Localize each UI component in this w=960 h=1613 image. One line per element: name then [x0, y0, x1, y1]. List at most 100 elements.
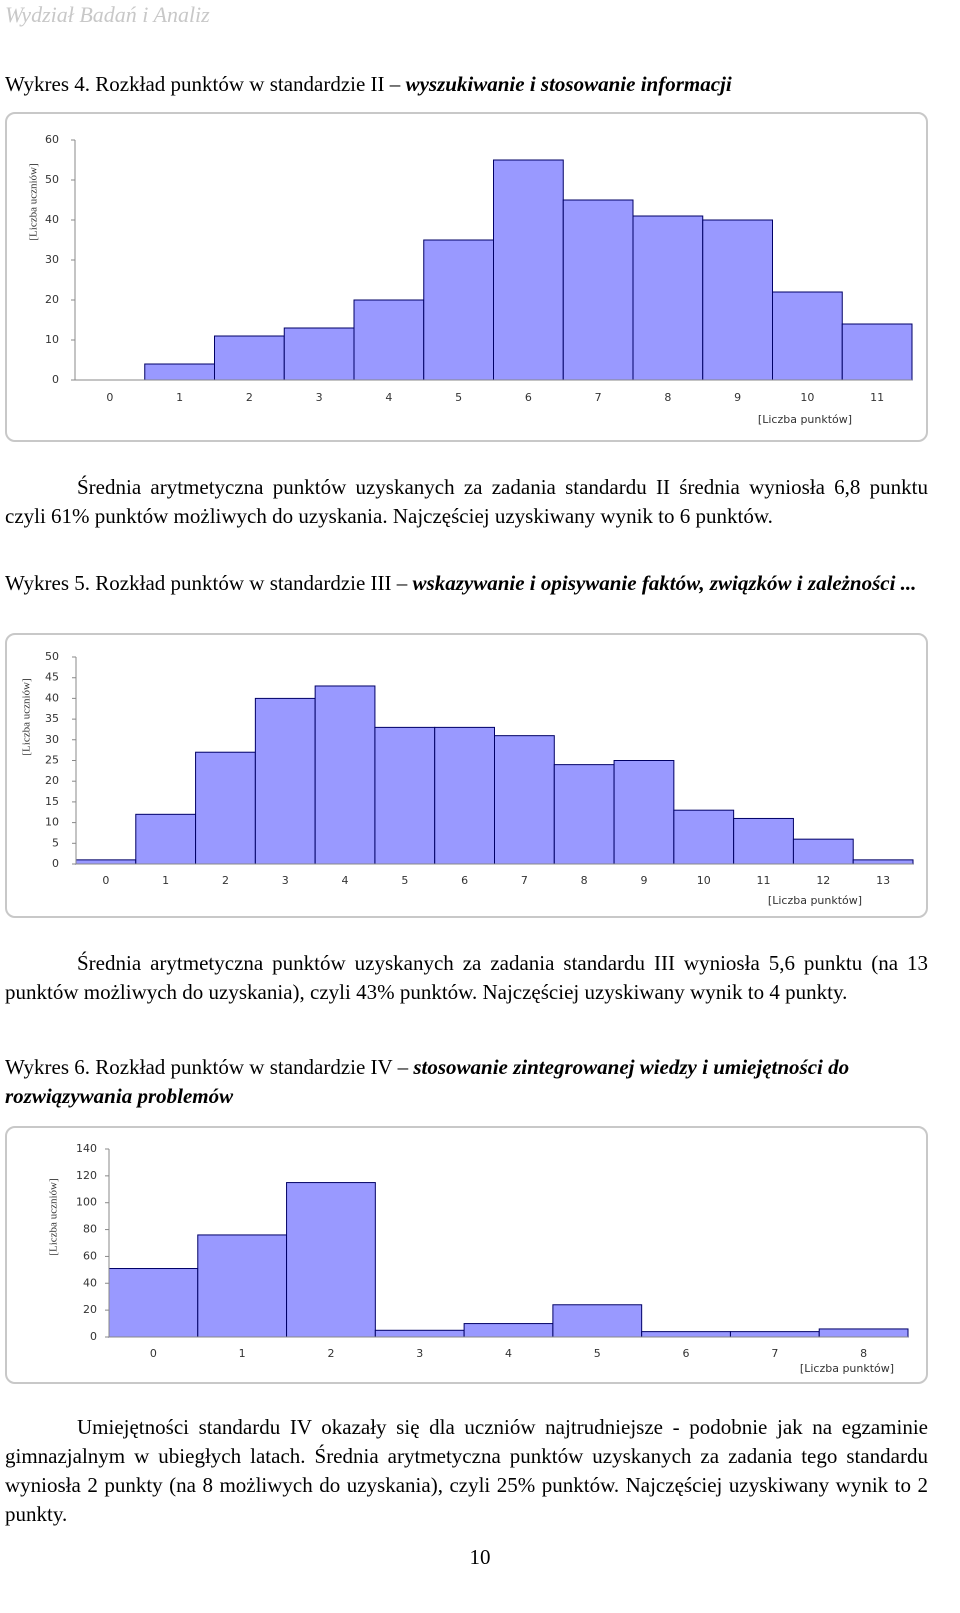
- y-tick-label: 80: [83, 1223, 97, 1236]
- y-tick-label: 40: [45, 691, 59, 704]
- bar: [135, 813, 197, 865]
- y-tick-label: 15: [45, 795, 59, 808]
- x-axis-label: [Liczba punktów]: [758, 413, 852, 426]
- bar: [493, 159, 564, 381]
- x-axis-label: [Liczba punktów]: [768, 894, 862, 907]
- x-tick-label: 11: [870, 391, 884, 404]
- bar: [852, 859, 914, 865]
- x-tick-label: 8: [860, 1347, 867, 1360]
- y-tick-label: 140: [76, 1142, 97, 1155]
- y-tick-label: 35: [45, 712, 59, 725]
- x-tick-label: 10: [697, 874, 711, 887]
- x-tick-label: 2: [246, 391, 253, 404]
- bar: [792, 838, 854, 865]
- y-tick-label: 0: [52, 373, 59, 386]
- bar: [214, 335, 285, 381]
- paragraph: Średnia arytmetyczna punktów uzyskanych …: [5, 951, 928, 1004]
- x-tick-label: 4: [505, 1347, 512, 1360]
- paragraph: Umiejętności standardu IV okazały się dl…: [5, 1415, 928, 1526]
- caption-italic: wyszukiwanie i stosowanie informacji: [405, 72, 732, 96]
- x-tick-label: 10: [800, 391, 814, 404]
- bar: [729, 1331, 820, 1338]
- x-tick-label: 1: [162, 874, 169, 887]
- header-title: Wydział Badań i Analiz: [5, 2, 210, 27]
- x-tick-label: 3: [416, 1347, 423, 1360]
- bar: [702, 219, 773, 381]
- bar: [254, 697, 316, 865]
- x-tick-label: 4: [342, 874, 349, 887]
- x-tick-label: 6: [525, 391, 532, 404]
- bar: [553, 764, 615, 865]
- bar: [195, 751, 256, 865]
- x-tick-label: 4: [385, 391, 392, 404]
- y-tick-label: 45: [45, 671, 59, 684]
- bar: [463, 1323, 554, 1338]
- y-tick-label: 10: [45, 333, 59, 346]
- y-tick-label: 50: [45, 650, 59, 663]
- x-tick-label: 1: [176, 391, 183, 404]
- x-tick-label: 9: [734, 391, 741, 404]
- y-tick-label: 100: [76, 1196, 97, 1209]
- y-tick-label: 10: [45, 816, 59, 829]
- caption: Wykres 4. Rozkład punktów w standardzie …: [5, 70, 928, 99]
- x-axis-label: [Liczba punktów]: [800, 1362, 894, 1375]
- bar: [733, 817, 794, 865]
- bar: [841, 323, 913, 381]
- x-tick-label: 0: [106, 391, 113, 404]
- bar: [108, 1268, 199, 1338]
- x-tick-label: 9: [640, 874, 647, 887]
- x-tick-label: 11: [757, 874, 771, 887]
- y-tick-label: 25: [45, 754, 59, 767]
- y-axis-label: [Liczba uczniów]: [21, 678, 33, 755]
- caption-text: Wykres 6. Rozkład punktów w standardzie …: [5, 1055, 414, 1079]
- bar: [552, 1304, 643, 1338]
- bar: [641, 1331, 731, 1338]
- caption: Wykres 6. Rozkład punktów w standardzie …: [5, 1053, 928, 1111]
- bar: [423, 239, 494, 381]
- caption-italic: stosowanie zintegrowanej wiedzy i umieję…: [5, 1055, 850, 1108]
- x-tick-label: 8: [581, 874, 588, 887]
- bar: [613, 760, 675, 865]
- y-tick-label: 50: [45, 173, 59, 186]
- bar: [673, 809, 735, 865]
- x-tick-label: 2: [327, 1347, 334, 1360]
- paragraph: Średnia arytmetyczna punktów uzyskanych …: [5, 475, 928, 528]
- y-tick-label: 20: [45, 774, 59, 787]
- x-tick-label: 6: [461, 874, 468, 887]
- caption-italic: wskazywanie i opisywanie faktów, związkó…: [412, 571, 917, 595]
- x-tick-label: 0: [102, 874, 109, 887]
- x-tick-label: 7: [771, 1347, 778, 1360]
- y-axis-label: [Liczba uczniów]: [28, 163, 40, 240]
- x-tick-label: 5: [401, 874, 408, 887]
- x-tick-label: 13: [876, 874, 890, 887]
- bar: [314, 685, 376, 865]
- bar: [434, 726, 496, 865]
- bar: [353, 299, 425, 381]
- y-tick-label: 20: [83, 1303, 97, 1316]
- bar: [374, 1329, 465, 1338]
- caption-text: Wykres 4. Rozkład punktów w standardzie …: [5, 72, 406, 96]
- x-tick-label: 12: [816, 874, 830, 887]
- bar: [144, 363, 215, 381]
- x-tick-label: 0: [150, 1347, 157, 1360]
- caption-text: Wykres 5. Rozkład punktów w standardzie …: [5, 571, 413, 595]
- y-tick-label: 0: [52, 857, 59, 870]
- y-tick-label: 20: [45, 293, 59, 306]
- x-tick-label: 8: [664, 391, 671, 404]
- bar: [75, 859, 137, 865]
- x-tick-label: 5: [455, 391, 462, 404]
- y-tick-label: 5: [52, 836, 59, 849]
- bar: [562, 199, 634, 381]
- y-tick-label: 120: [76, 1169, 97, 1182]
- bar: [197, 1234, 288, 1338]
- x-tick-label: 2: [222, 874, 229, 887]
- bar: [283, 327, 355, 381]
- x-tick-label: 6: [683, 1347, 690, 1360]
- bar: [374, 726, 436, 865]
- bar: [818, 1328, 909, 1338]
- x-tick-label: 3: [282, 874, 289, 887]
- x-tick-label: 7: [521, 874, 528, 887]
